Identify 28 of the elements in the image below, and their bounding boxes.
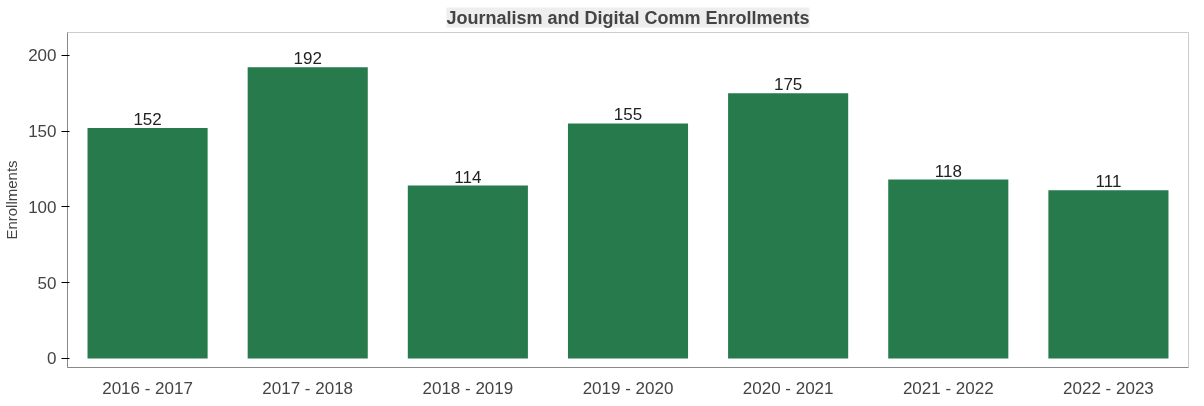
bar xyxy=(407,185,528,359)
data-label: 114 xyxy=(454,167,482,187)
data-label: 192 xyxy=(293,49,322,69)
x-tick-label: 2018 - 2019 xyxy=(422,378,514,398)
y-tick-label: 50 xyxy=(37,273,57,293)
y-axis-title: Enrollments xyxy=(3,160,21,240)
bar xyxy=(87,128,208,359)
x-tick-label: 2022 - 2023 xyxy=(1063,378,1154,398)
data-label: 118 xyxy=(934,161,962,181)
y-tick-label: 0 xyxy=(47,349,57,369)
y-tick-label: 150 xyxy=(28,122,57,142)
y-tick-label: 200 xyxy=(28,46,57,66)
bar xyxy=(1048,190,1169,359)
bar xyxy=(888,179,1009,359)
x-tick-label: 2020 - 2021 xyxy=(742,378,834,398)
x-tick-label: 2019 - 2020 xyxy=(582,378,674,398)
y-tick-label: 100 xyxy=(28,197,57,217)
x-tick-label: 2016 - 2017 xyxy=(102,378,193,398)
x-tick-label: 2021 - 2022 xyxy=(902,378,994,398)
chart-title: Journalism and Digital Comm Enrollments xyxy=(446,7,810,28)
bar xyxy=(247,67,368,359)
bar xyxy=(728,93,849,359)
data-label: 111 xyxy=(1095,172,1122,192)
bar xyxy=(567,123,689,359)
data-label: 175 xyxy=(773,75,803,95)
x-tick-label: 2017 - 2018 xyxy=(262,378,354,398)
data-label: 155 xyxy=(613,105,643,125)
data-label: 152 xyxy=(133,110,162,129)
